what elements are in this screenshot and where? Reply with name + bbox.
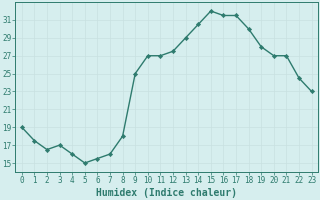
X-axis label: Humidex (Indice chaleur): Humidex (Indice chaleur)	[96, 188, 237, 198]
